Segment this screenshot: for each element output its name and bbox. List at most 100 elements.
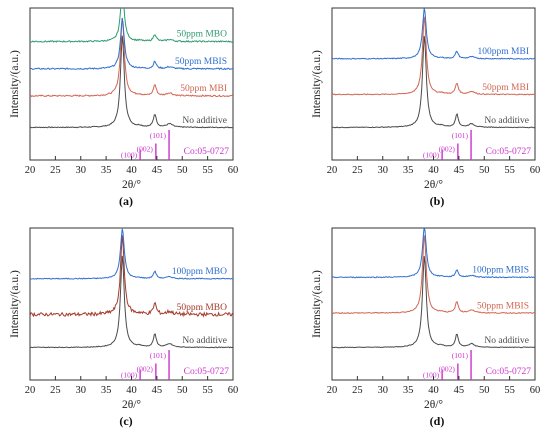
x-tick-label: 20 [327,165,338,176]
panel-label: (d) [430,414,445,428]
series-line [30,234,233,318]
panel-label: (a) [119,194,133,208]
x-axis-label: 2θ/° [424,179,443,191]
x-tick-label: 40 [428,165,439,176]
y-axis-label: Intensity/(a.u.) [9,50,21,118]
x-tick-label: 30 [378,385,389,396]
plot-area [332,8,535,129]
x-axis-label: 2θ/° [424,399,443,411]
hkl-label: (101) [452,131,469,140]
hkl-label: (002) [137,365,154,374]
series-line [332,235,535,314]
x-tick-label: 40 [428,385,439,396]
x-tick-label: 25 [352,165,363,176]
series-label: 100ppm MBI [478,47,529,57]
series-line [332,16,535,96]
x-tick-label: 30 [378,165,389,176]
series-line [30,228,233,280]
series-line [30,18,233,98]
hkl-label: (101) [150,131,167,140]
series-line [332,256,535,349]
x-tick-label: 45 [454,385,465,396]
series-line [332,8,535,60]
x-tick-label: 40 [126,165,137,176]
hkl-label: (100) [423,371,440,380]
x-tick-label: 35 [101,165,112,176]
x-tick-label: 45 [152,385,163,396]
reference-label: Co:05-0727 [184,147,230,157]
series-line [332,228,535,279]
panel-label: (b) [430,194,445,208]
reference-label: Co:05-0727 [486,147,532,157]
x-axis-label: 2θ/° [122,399,141,411]
series-line [30,8,233,43]
series-label: No additive [484,336,529,346]
x-tick-label: 40 [126,385,137,396]
x-tick-label: 25 [50,165,61,176]
hkl-label: (002) [439,365,456,374]
hkl-label: (002) [439,145,456,154]
series-label: 50ppm MBIS [175,57,227,67]
y-axis-label: Intensity/(a.u.) [9,270,21,338]
series-label: 50ppm MBO [177,30,228,40]
x-tick-label: 30 [76,165,87,176]
reference-label: Co:05-0727 [184,367,230,377]
plot-area [332,228,535,349]
hkl-label: (100) [121,371,138,380]
x-tick-label: 55 [202,165,213,176]
chart-panel-c: 100ppm MBO 50ppm MBO No additive (100)(002)… [9,227,239,428]
x-tick-label: 55 [504,165,515,176]
x-tick-label: 20 [327,385,338,396]
x-tick-label: 25 [50,385,61,396]
x-tick-label: 35 [403,165,414,176]
x-tick-label: 60 [228,385,239,396]
x-tick-label: 55 [202,385,213,396]
x-tick-label: 50 [479,165,490,176]
series-label: No additive [182,336,227,346]
hkl-label: (100) [121,151,138,160]
series-line [30,255,233,349]
chart-panel-a: 50ppm MBO 50ppm MBIS 50ppm MBI No additive (… [9,7,239,208]
x-tick-label: 60 [228,165,239,176]
series-label: 100ppm MBO [172,267,227,277]
x-tick-label: 35 [101,385,112,396]
x-tick-label: 35 [403,385,414,396]
series-line [30,35,233,129]
x-tick-label: 60 [530,385,541,396]
plot-area [30,228,233,349]
series-line [332,35,535,129]
x-tick-label: 50 [479,385,490,396]
chart-panel-d: 100ppm MBIS 50ppm MBIS No additive (100)(00… [311,227,540,428]
x-tick-label: 45 [152,165,163,176]
series-label: No additive [484,116,529,126]
series-label: 50ppm MBI [180,84,227,94]
series-label: 100ppm MBIS [472,265,529,275]
series-label: No additive [182,116,227,126]
series-line [30,17,233,71]
x-tick-label: 20 [25,165,36,176]
x-tick-label: 50 [177,385,188,396]
x-tick-label: 25 [352,385,363,396]
y-axis-label: Intensity/(a.u.) [311,270,323,338]
plot-area [30,8,233,129]
series-label: 50ppm MBIS [477,301,529,311]
x-tick-label: 50 [177,165,188,176]
reference-label: Co:05-0727 [486,367,532,377]
x-tick-label: 45 [454,165,465,176]
x-tick-label: 30 [76,385,87,396]
x-tick-label: 20 [25,385,36,396]
x-tick-label: 60 [530,165,541,176]
x-tick-label: 55 [504,385,515,396]
series-label: 50ppm MBI [482,83,529,93]
chart-panel-b: 100ppm MBI 50ppm MBI No additive (100)(002)… [311,7,541,208]
hkl-label: (101) [452,351,469,360]
y-axis-label: Intensity/(a.u.) [311,50,323,118]
series-label: 50ppm MBO [177,303,228,313]
hkl-label: (002) [137,145,154,154]
hkl-label: (100) [423,151,440,160]
x-axis-label: 2θ/° [122,179,141,191]
hkl-label: (101) [150,351,167,360]
panel-label: (c) [119,414,132,428]
